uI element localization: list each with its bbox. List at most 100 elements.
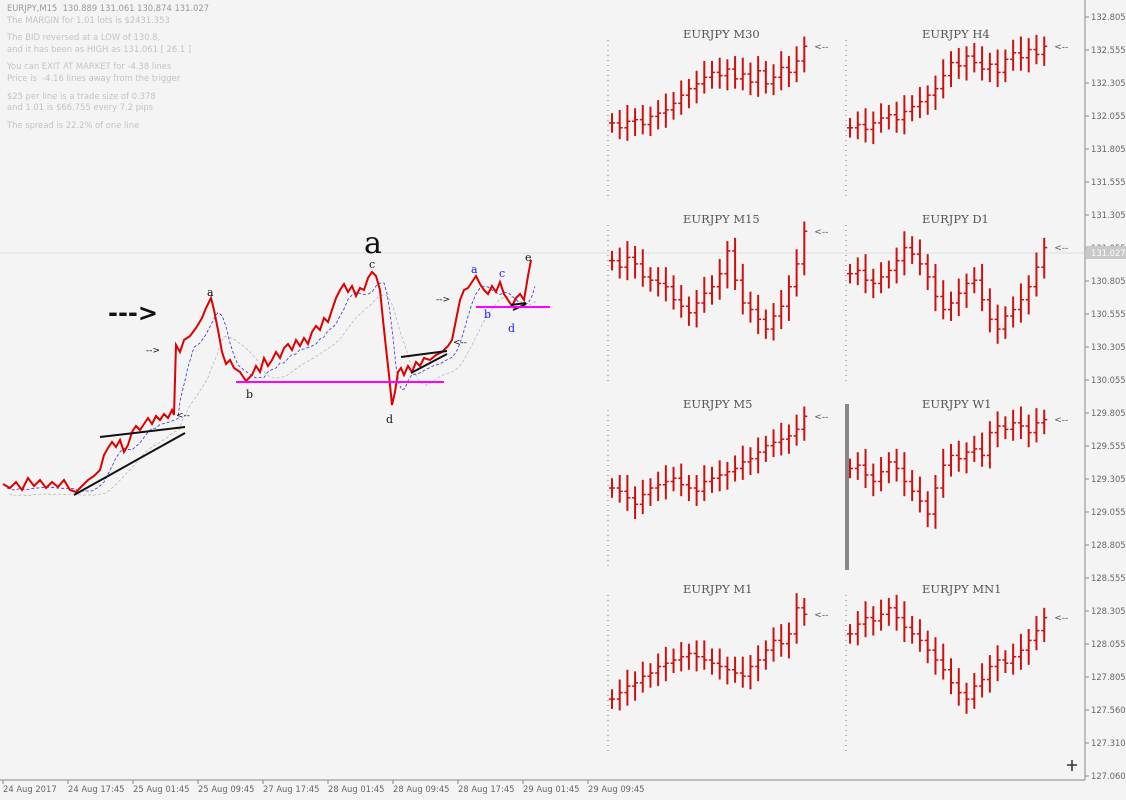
ohlc-bar [747,291,754,323]
x-tick-label: 29 Aug 01:45 [523,784,579,794]
x-tick-label: 28 Aug 01:45 [328,784,384,794]
ohlc-bar [670,466,677,492]
big-wave-label: a [364,226,382,261]
ohlc-bar [755,437,762,474]
ohlc-bar [909,236,916,264]
ohlc-bar [854,452,861,480]
ohlc-bar [778,624,785,657]
ohlc-bar [971,435,978,462]
ohlc-bar [632,671,639,701]
ohlc-bar [909,470,916,502]
ohlc-bar [624,241,631,281]
ohlc-bar [940,448,947,498]
ohlc-bar [878,457,885,492]
ohlc-bar [762,640,769,670]
ohlc-bar [979,663,986,698]
y-tick-label: 130.555 [1091,309,1126,319]
ohlc-bar [854,257,861,286]
ohlc-bar [662,267,669,302]
ohlc-bar [893,594,900,631]
ohlc-bar [793,593,800,644]
ohlc-bar [916,239,923,276]
ohlc-bar [893,448,900,482]
timeframe-panel: EURJPY M5 <-- [607,397,828,569]
ohlc-bar [963,442,970,474]
y-tick-label: 130.055 [1091,375,1126,385]
y-tick-label: 127.560 [1091,705,1126,715]
ohlc-bar [948,658,954,695]
ohlc-bar [693,474,700,506]
ohlc-bar [701,276,708,313]
panel-title: EURJPY M30 [683,27,760,41]
ohlc-bar [1041,36,1048,66]
ohlc-bar [693,289,700,328]
ohlc-bar [785,424,792,454]
ohlc-bar [647,106,654,136]
symbol-line: EURJPY,M15 130.889 131.061 130.874 131.0… [7,3,210,13]
ohlc-bar [979,46,986,81]
ohlc-bar [1041,409,1048,435]
ohlc-bar [647,663,654,688]
ohlc-bar [971,267,978,294]
last-price-marker: <-- [814,610,828,620]
ohlc-bar [647,267,654,292]
ohlc-bar [762,60,769,94]
y-tick-label: 129.305 [1091,474,1126,484]
info-line: The MARGIN for 1.01 lots is $2431.353 [7,14,170,25]
ohlc-bar [747,62,754,96]
ohlc-bar [716,57,723,89]
current-price-label: 131.027 [1091,248,1126,258]
info-lines: The MARGIN for 1.01 lots is $2431.353 The… [7,15,209,132]
ohlc-bar [1002,416,1009,440]
ohlc-bar [609,689,615,709]
ohlc-bar [870,268,877,299]
ohlc-bar [948,51,954,88]
panel-separator-bar [845,404,849,570]
ohlc-bar [762,435,769,462]
sub-wave-label-a: a [471,263,478,276]
ohlc-bar [670,91,677,120]
y-tick-label: 127.060 [1091,771,1126,781]
upper-trendline [99,426,186,438]
ohlc-bar [1010,39,1017,71]
ohlc-bar [994,645,1001,682]
ohlc-bar [901,231,908,276]
ohlc-bar [955,47,962,79]
panel-title: EURJPY M1 [683,582,752,596]
panel-title: EURJPY M15 [683,212,760,226]
ohlc-bar [778,289,785,330]
ohlc-bar [1010,296,1017,328]
ohlc-bar [1002,306,1009,339]
x-tick-label: 29 Aug 09:45 [588,784,644,794]
ohlc-bar [616,109,623,140]
info-line: and 1.01 is $66.755 every 7.2 pips [7,102,154,113]
ohlc-bar [685,474,692,502]
slow-moving-average [8,294,538,497]
ohlc-bar [955,668,962,706]
ohlc-bar [709,275,715,305]
ohlc-bar [986,52,993,83]
ohlc-bar [624,669,631,706]
ohlc-bar [701,465,708,502]
x-tick-label: 25 Aug 09:45 [198,784,254,794]
ohlc-bar [986,288,993,333]
panel-title: EURJPY D1 [922,212,989,226]
ohlc-bar [770,627,777,662]
wave-label-b: b [246,388,253,401]
y-tick-label: 132.805 [1091,12,1126,22]
y-tick-label: 131.805 [1091,144,1126,154]
ohlc-bar [616,679,623,711]
ohlc-bar [940,280,947,320]
y-tick-label: 127.805 [1091,672,1126,682]
crosshair-icon[interactable] [1067,760,1077,771]
ohlc-bar [994,304,1001,344]
panel-title: EURJPY W1 [922,397,991,411]
ohlc-bar [685,78,692,109]
last-price-marker: <-- [814,412,828,422]
ohlc-bar [1033,408,1040,443]
ohlc-bar [747,447,754,475]
y-tick-label: 130.805 [1091,276,1126,286]
ohlc-bar [778,51,785,91]
info-line: The spread is 22.2% of one line [7,119,140,130]
